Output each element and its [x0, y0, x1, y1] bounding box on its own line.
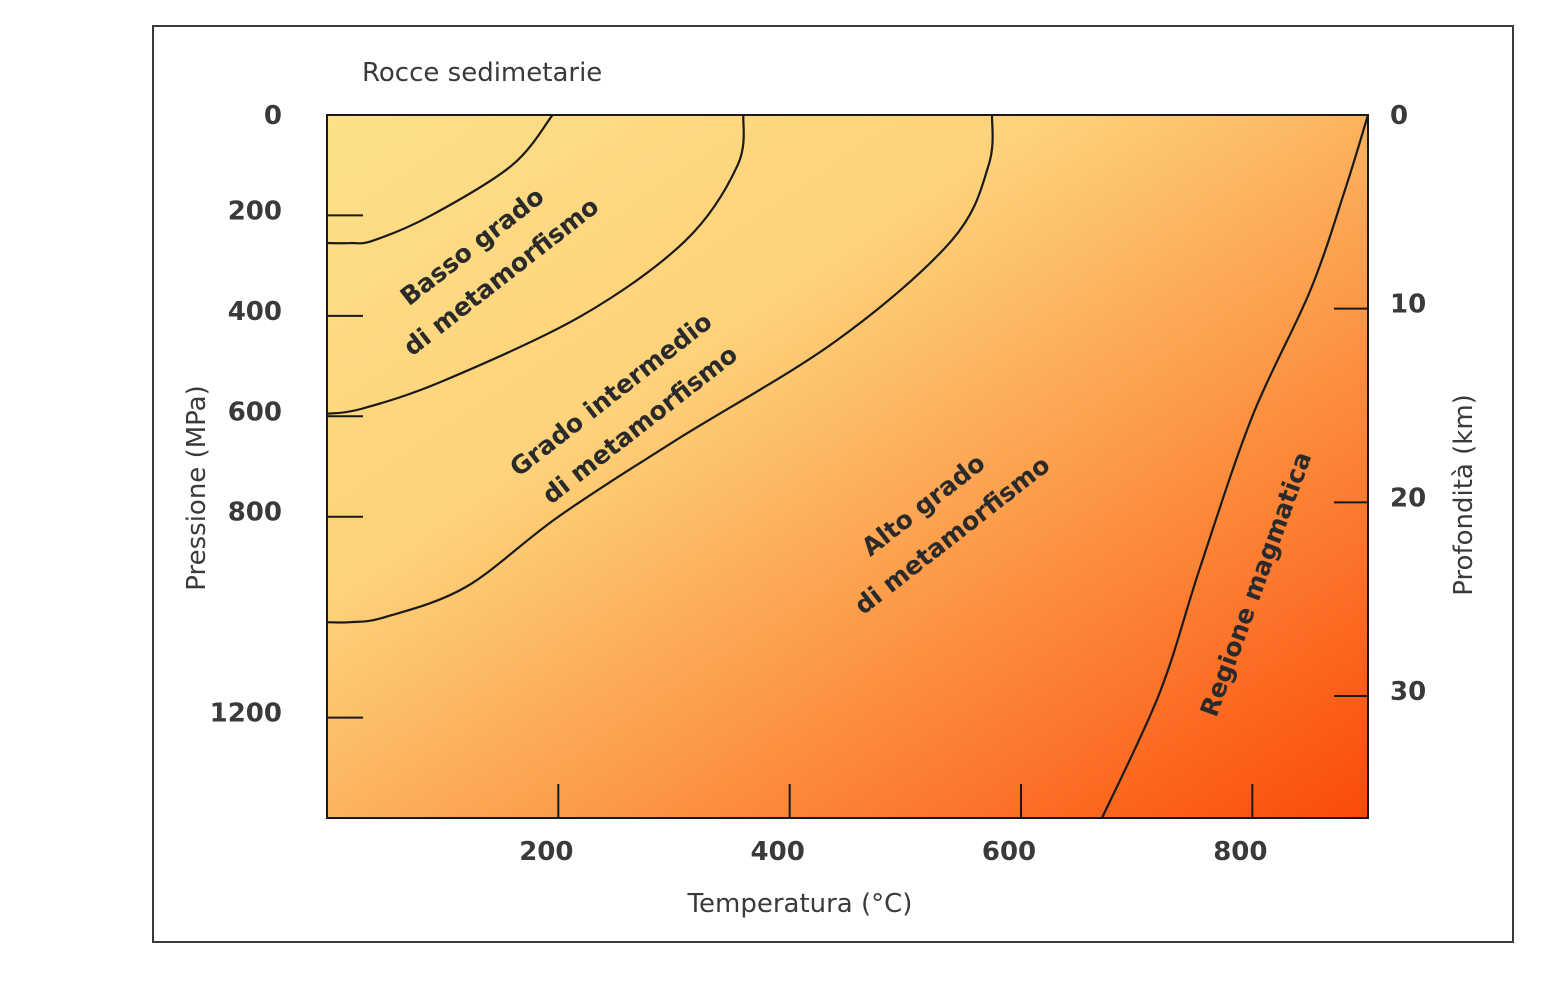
- x-tick-label: 200: [519, 837, 573, 867]
- y-tick-label: 0: [264, 101, 282, 131]
- x-tick-label: 800: [1213, 837, 1267, 867]
- y-axis-title: Pressione (MPa): [182, 385, 212, 590]
- boundary-intermedio: [326, 114, 745, 415]
- axis-ticks: 200 400 600 800 0 200 400 600 800 1200 0 10 20 30: [210, 101, 1427, 867]
- y2-tick-label: 10: [1390, 290, 1426, 320]
- x-tick-label: 400: [751, 837, 805, 867]
- plot-border: [326, 114, 1369, 819]
- y-tick-label: 400: [228, 297, 282, 327]
- boundary-lines: [326, 114, 1370, 819]
- y-tick-label: 600: [228, 397, 282, 427]
- boundary-basso: [326, 114, 554, 245]
- chart-frame: [152, 25, 1514, 943]
- y-tick-label: 800: [228, 498, 282, 528]
- y2-tick-label: 20: [1390, 483, 1426, 513]
- y2-tick-label: 30: [1390, 677, 1426, 707]
- y-tick-label: 1200: [210, 699, 282, 729]
- boundary-alto: [326, 114, 994, 624]
- chart-title: Rocce sedimetarie: [362, 58, 602, 88]
- x-axis-title: Temperatura (°C): [687, 889, 913, 919]
- boundary-magmatica: [1100, 114, 1370, 819]
- plot-background: [327, 115, 1368, 818]
- x-tick-label: 600: [982, 837, 1036, 867]
- y2-tick-label: 0: [1390, 101, 1408, 131]
- y2-axis-title: Profondità (km): [1449, 394, 1479, 596]
- y-tick-label: 200: [228, 196, 282, 226]
